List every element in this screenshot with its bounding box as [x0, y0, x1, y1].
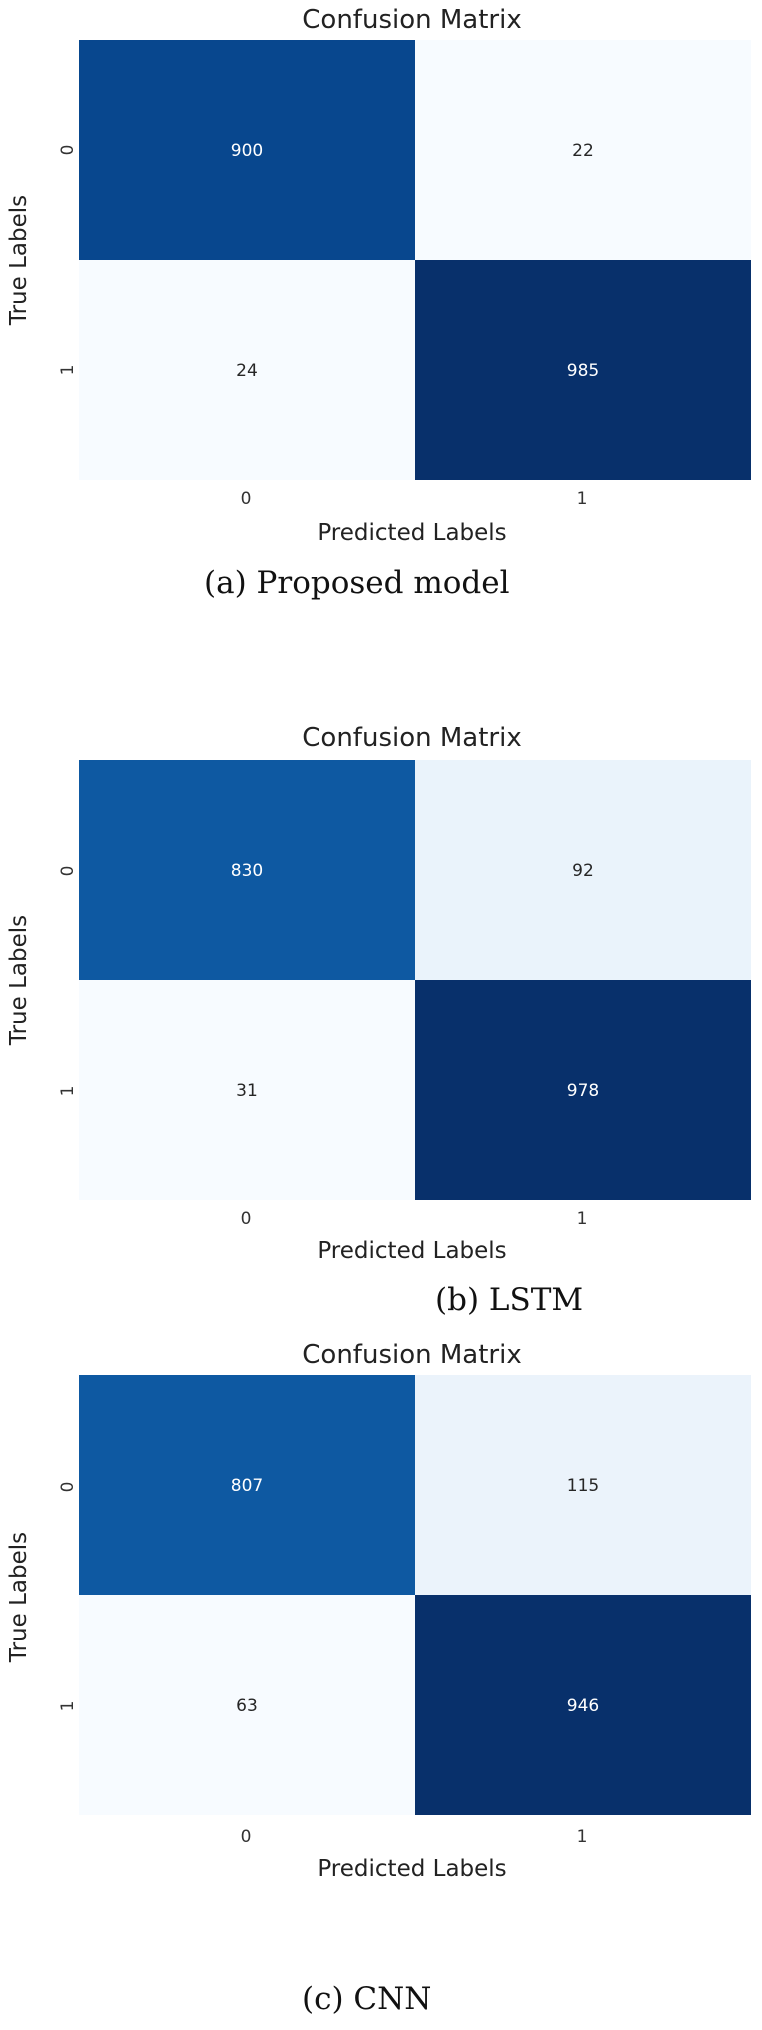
x-tick-0: 0	[241, 489, 252, 509]
heatmap-cell-value-1-1: 985	[567, 361, 599, 381]
heatmap-cell-value-0-1: 22	[572, 141, 594, 161]
heatmap-cell-1-1	[415, 260, 751, 480]
y-tick-1: 1	[58, 365, 78, 376]
y-tick-0: 0	[58, 145, 78, 156]
y-tick-1: 1	[58, 1086, 78, 1097]
heatmap-cell-value-0-0: 830	[231, 861, 263, 881]
chart-title: Confusion Matrix	[302, 723, 521, 753]
heatmap-cell-0-1	[415, 1375, 751, 1595]
heatmap-cell-value-0-1: 115	[567, 1476, 599, 1496]
confusion-matrix-panel-proposed: Confusion Matrix 900 22 24 985 0 1 0 1 Pred…	[0, 0, 762, 620]
y-axis-label: True Labels	[6, 195, 32, 326]
heatmap-cell-1-0	[79, 260, 415, 480]
y-axis-label: True Labels	[6, 1532, 32, 1663]
figure-caption: (b) LSTM	[435, 1282, 584, 1318]
heatmap-cell-value-1-1: 978	[567, 1081, 599, 1101]
heatmap-cell-0-0	[79, 40, 415, 260]
figure-caption: (a) Proposed model	[204, 565, 510, 601]
confusion-matrix-chart: Confusion Matrix 900 22 24 985 0 1 0 1 Pred…	[6, 5, 751, 546]
heatmap-cell-1-1	[415, 980, 751, 1200]
heatmap-cell-value-1-0: 24	[236, 361, 258, 381]
x-tick-0: 0	[241, 1827, 252, 1847]
confusion-matrix-panel-lstm: Confusion Matrix 830 92 31 978 0 1 0 1 Pred…	[0, 720, 762, 1330]
heatmap-cell-value-0-1: 92	[572, 861, 594, 881]
x-tick-1: 1	[577, 489, 588, 509]
x-tick-0: 0	[241, 1209, 252, 1229]
chart-title: Confusion Matrix	[302, 5, 521, 35]
x-axis-label: Predicted Labels	[317, 520, 506, 546]
x-axis-label: Predicted Labels	[317, 1238, 506, 1264]
x-axis-label: Predicted Labels	[317, 1856, 506, 1882]
confusion-matrix-chart: Confusion Matrix 807 115 63 946 0 1 0 1 Pre…	[6, 1340, 751, 1882]
figure-caption: (c) CNN	[302, 1981, 432, 2017]
confusion-matrix-chart: Confusion Matrix 830 92 31 978 0 1 0 1 Pred…	[6, 723, 751, 1264]
heatmap-cell-1-1	[415, 1595, 751, 1815]
heatmap-cell-0-1	[415, 760, 751, 980]
heatmap-cell-value-1-1: 946	[567, 1696, 599, 1716]
y-tick-0: 0	[58, 1482, 78, 1493]
x-tick-1: 1	[577, 1209, 588, 1229]
chart-title: Confusion Matrix	[302, 1340, 521, 1370]
heatmap-cell-value-0-0: 900	[231, 141, 263, 161]
heatmap-cell-1-0	[79, 980, 415, 1200]
heatmap-cell-0-0	[79, 760, 415, 980]
heatmap-cell-value-0-0: 807	[231, 1476, 263, 1496]
confusion-matrix-panel-cnn: Confusion Matrix 807 115 63 946 0 1 0 1 Pre…	[0, 1335, 762, 2030]
x-tick-1: 1	[577, 1827, 588, 1847]
y-tick-1: 1	[58, 1701, 78, 1712]
heatmap-cell-value-1-0: 63	[236, 1696, 258, 1716]
y-tick-0: 0	[58, 866, 78, 877]
y-axis-label: True Labels	[6, 915, 32, 1046]
heatmap-cell-0-1	[415, 40, 751, 260]
heatmap-cell-0-0	[79, 1375, 415, 1595]
heatmap-cell-value-1-0: 31	[236, 1081, 258, 1101]
heatmap-cell-1-0	[79, 1595, 415, 1815]
